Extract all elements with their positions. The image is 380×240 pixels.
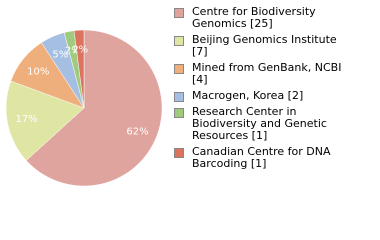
legend-label: Macrogen, Korea [2] <box>192 89 304 102</box>
slice-label: 2% <box>65 46 81 57</box>
legend-swatch <box>174 92 184 102</box>
legend-item: Research Center in Biodiversity and Gene… <box>174 106 374 142</box>
legend-label: Beijing Genomics Institute [7] <box>192 33 337 58</box>
legend-label: Canadian Centre for DNA Barcoding [1] <box>192 145 331 170</box>
legend-item: Canadian Centre for DNA Barcoding [1] <box>174 146 374 170</box>
legend-item: Macrogen, Korea [2] <box>174 90 374 102</box>
legend-label: Mined from GenBank, NCBI [4] <box>192 61 342 86</box>
legend-swatch <box>174 8 184 18</box>
pie-slice <box>73 29 85 109</box>
legend-item: Centre for Biodiversity Genomics [25] <box>174 6 374 30</box>
slice-label: 5% <box>52 50 68 61</box>
legend-swatch <box>174 64 184 74</box>
slice-label: 2% <box>72 45 88 56</box>
legend-label: Centre for Biodiversity Genomics [25] <box>192 5 316 30</box>
legend-label: Research Center in Biodiversity and Gene… <box>192 105 327 142</box>
slice-label: 62% <box>126 127 148 138</box>
legend: Centre for Biodiversity Genomics [25] Bei… <box>174 6 374 170</box>
legend-swatch <box>174 108 184 118</box>
legend-item: Mined from GenBank, NCBI [4] <box>174 62 374 86</box>
slice-label: 10% <box>27 67 49 78</box>
legend-item: Beijing Genomics Institute [7] <box>174 34 374 58</box>
pie-slice <box>25 29 163 187</box>
legend-swatch <box>174 148 184 158</box>
slice-label: 17% <box>15 114 37 125</box>
legend-swatch <box>174 36 184 46</box>
